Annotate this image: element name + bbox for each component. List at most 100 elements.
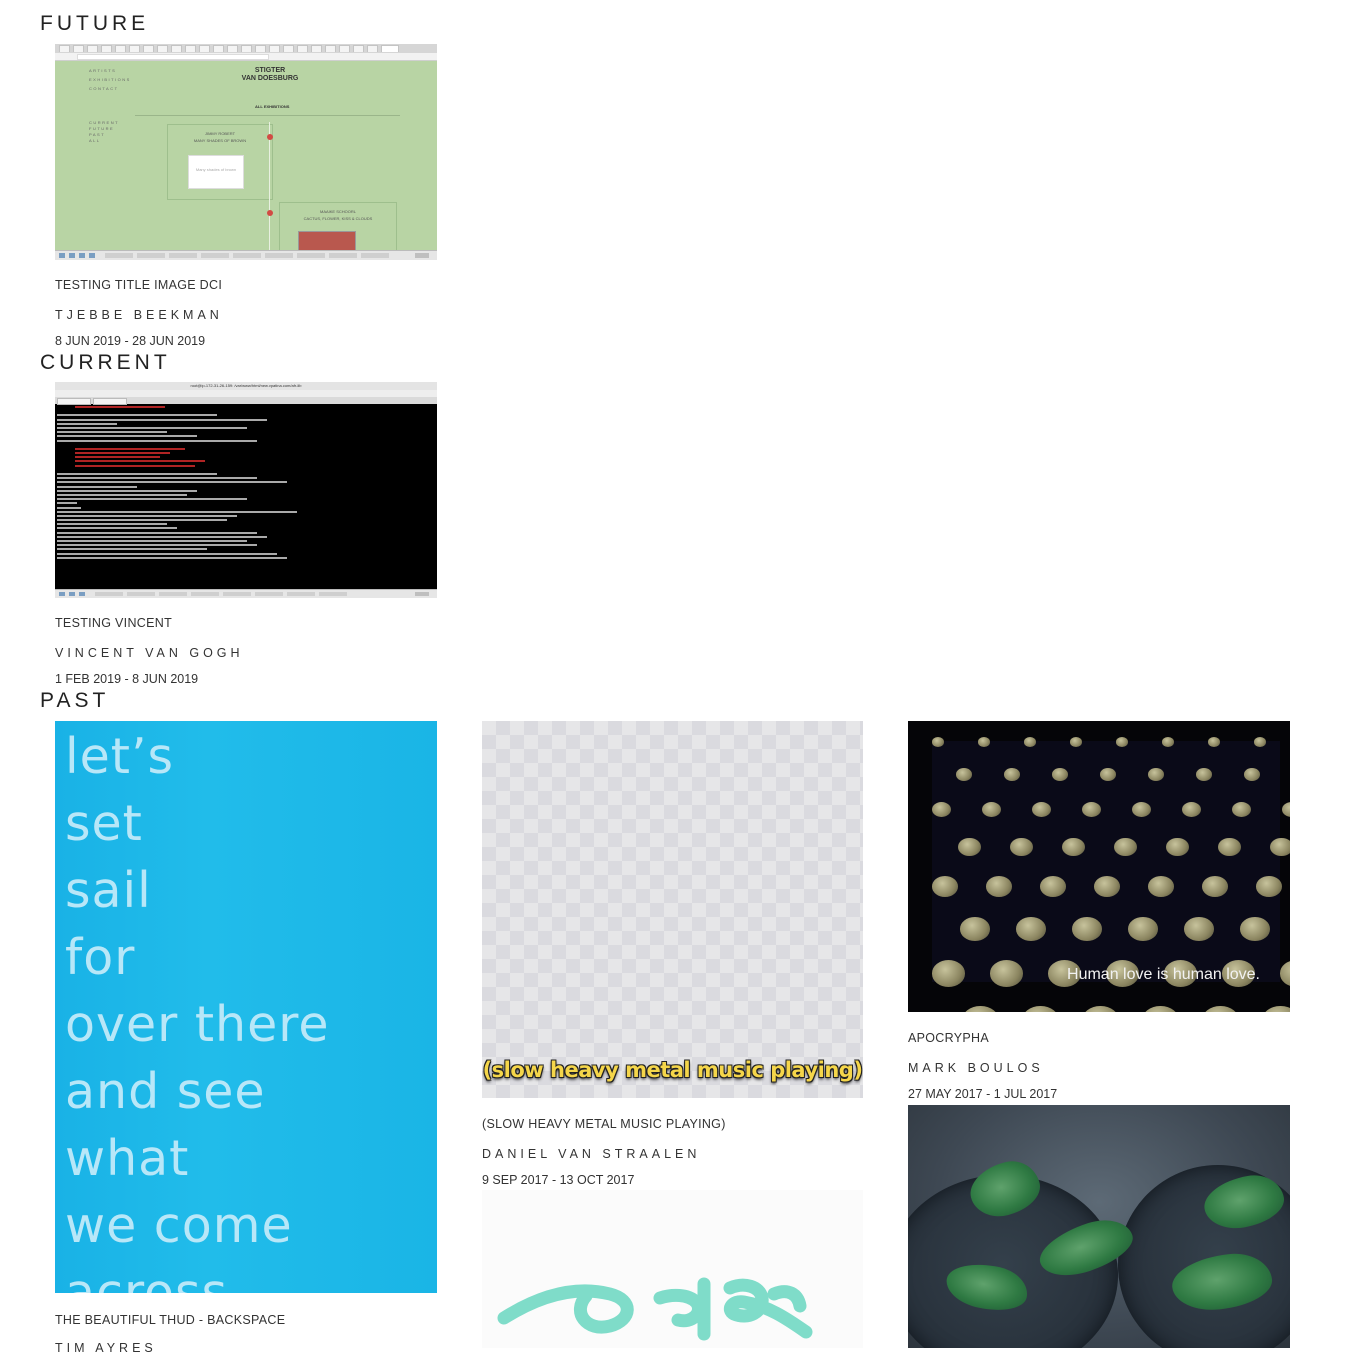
artwork-dot xyxy=(1282,801,1290,817)
exhibition-image-testing-vincent[interactable]: root@ip-172-31-26-159: /var/www/html/new… xyxy=(55,382,437,598)
artwork-dot xyxy=(1142,1005,1179,1012)
artwork-dot xyxy=(1010,837,1033,856)
site-filter-past: PAST xyxy=(89,132,106,137)
exhibition-artist: MARK BOULOS xyxy=(908,1061,1044,1075)
exhibition-dates: 9 SEP 2017 - 13 OCT 2017 xyxy=(482,1173,635,1187)
artwork-dot xyxy=(1262,1005,1290,1012)
artwork-dot xyxy=(1100,768,1116,781)
artwork-dot xyxy=(960,917,990,941)
video-subtitle: Human love is human love. xyxy=(1067,966,1260,983)
artwork-dot xyxy=(932,876,958,897)
site-nav-contact: CONTACT xyxy=(89,86,119,91)
exhibition-artist: DANIEL VAN STRAALEN xyxy=(482,1147,701,1161)
exhibition-image-handwriting[interactable] xyxy=(482,1190,863,1348)
exhibition-image-testing-title-image-dci[interactable]: STIGTER VAN DOESBURG ARTISTS EXHIBITIONS… xyxy=(55,44,437,260)
artwork-dot xyxy=(932,960,965,987)
exhibition-image-leaves[interactable] xyxy=(908,1105,1290,1348)
site-logo: STIGTER VAN DOESBURG xyxy=(241,67,299,82)
artwork-dot xyxy=(932,801,951,817)
section-heading-future: FUTURE xyxy=(40,12,150,35)
artwork-dot xyxy=(1148,768,1164,781)
video-subtitle: (slow heavy metal music playing) xyxy=(482,1058,863,1082)
artwork-dot xyxy=(1024,737,1036,747)
site-filter-all: ALL xyxy=(89,138,101,143)
artwork-dots xyxy=(932,737,1290,1012)
artwork-dot xyxy=(1162,737,1174,747)
site-nav-artists: ARTISTS xyxy=(89,68,117,73)
exhibition-image-the-beautiful-thud[interactable]: let’s set sail for over there and see wh… xyxy=(55,721,437,1293)
artwork-text: let’s set sail for over there and see wh… xyxy=(65,728,330,1293)
exhibition-artist: TIM AYRES xyxy=(55,1341,157,1355)
os-taskbar xyxy=(55,250,437,260)
artwork-dot xyxy=(1116,737,1128,747)
artwork-dot xyxy=(1062,837,1085,856)
exhibition-artist: TJEBBE BEEKMAN xyxy=(55,308,223,322)
site-exhibition-card: MAAIKE SCHOORL CACTUS, FLOWER, KISS & CL… xyxy=(279,202,397,255)
artwork-dot xyxy=(932,737,944,747)
artwork-dot xyxy=(1270,837,1290,856)
artwork-dot xyxy=(1032,801,1051,817)
browser-url-bar xyxy=(55,53,437,61)
os-taskbar xyxy=(55,589,437,598)
artwork-dot xyxy=(1202,876,1228,897)
artwork-dot xyxy=(1256,876,1282,897)
site-filter-current: CURRENT xyxy=(89,120,120,125)
artwork-dot xyxy=(1082,801,1101,817)
artwork-dot xyxy=(1254,737,1266,747)
artwork-dot xyxy=(958,837,981,856)
terminal-output xyxy=(57,406,429,561)
terminal-title-bar: root@ip-172-31-26-159: /var/www/html/new… xyxy=(55,382,437,390)
artwork-dot xyxy=(1128,917,1158,941)
site-all-exhibitions-label: ALL EXHIBITIONS xyxy=(255,104,290,109)
terminal-tabs xyxy=(55,397,437,405)
exhibition-dates: 1 FEB 2019 - 8 JUN 2019 xyxy=(55,672,199,686)
artwork-dot xyxy=(1132,801,1151,817)
artwork-dot xyxy=(1070,737,1082,747)
timeline-dot xyxy=(267,134,273,140)
artwork-dot xyxy=(962,1005,999,1012)
artwork-dot xyxy=(1196,768,1212,781)
artwork-dot xyxy=(1040,876,1066,897)
artwork-dot xyxy=(1048,960,1081,987)
handwriting-drawing xyxy=(497,1277,813,1341)
exhibition-artist: VINCENT VAN GOGH xyxy=(55,646,244,660)
artwork-dot xyxy=(1072,917,1102,941)
site-timeline xyxy=(269,122,270,260)
artwork-dot xyxy=(978,737,990,747)
artwork-dot xyxy=(1164,960,1197,987)
artwork-dot xyxy=(1280,960,1290,987)
artwork-dot xyxy=(1148,876,1174,897)
exhibition-title-link[interactable]: APOCRYPHA xyxy=(908,1031,989,1045)
exhibition-image-apocrypha[interactable]: Human love is human love. xyxy=(908,721,1290,1012)
artwork-dot xyxy=(1166,837,1189,856)
section-heading-current: CURRENT xyxy=(40,351,171,374)
artwork-dot xyxy=(1114,837,1137,856)
artwork-dot xyxy=(1240,917,1270,941)
site-nav-exhibitions: EXHIBITIONS xyxy=(89,77,131,82)
artwork-dot xyxy=(1202,1005,1239,1012)
artwork-dot xyxy=(1222,960,1255,987)
exhibition-title-link[interactable]: (SLOW HEAVY METAL MUSIC PLAYING) xyxy=(482,1117,726,1131)
exhibition-dates: 8 JUN 2019 - 28 JUN 2019 xyxy=(55,334,206,348)
artwork-dot xyxy=(1218,837,1241,856)
section-heading-past: PAST xyxy=(40,689,110,712)
site-exhibition-card: JIMMY ROBERT MANY SHADES OF BROWN Many s… xyxy=(167,124,273,200)
exhibition-title-link[interactable]: THE BEAUTIFUL THUD - BACKSPACE xyxy=(55,1313,286,1327)
artwork-dot xyxy=(1184,917,1214,941)
artwork-dot xyxy=(1244,768,1260,781)
artwork-dot xyxy=(1208,737,1220,747)
artwork-dot xyxy=(1082,1005,1119,1012)
artwork-dot xyxy=(990,960,1023,987)
site-filter-future: FUTURE xyxy=(89,126,115,131)
artwork-dot xyxy=(1016,917,1046,941)
exhibition-image-slow-heavy-metal[interactable]: (slow heavy metal music playing) xyxy=(482,721,863,1098)
exhibition-title-link[interactable]: TESTING VINCENT xyxy=(55,616,173,630)
exhibition-title-link[interactable]: TESTING TITLE IMAGE DCI xyxy=(55,278,223,292)
artwork-dot xyxy=(1094,876,1120,897)
browser-tab-bar xyxy=(55,44,437,54)
artwork-dot xyxy=(986,876,1012,897)
artwork-dot xyxy=(1106,960,1139,987)
site-divider xyxy=(135,115,400,116)
artwork-dot xyxy=(1182,801,1201,817)
artwork-dot xyxy=(1022,1005,1059,1012)
